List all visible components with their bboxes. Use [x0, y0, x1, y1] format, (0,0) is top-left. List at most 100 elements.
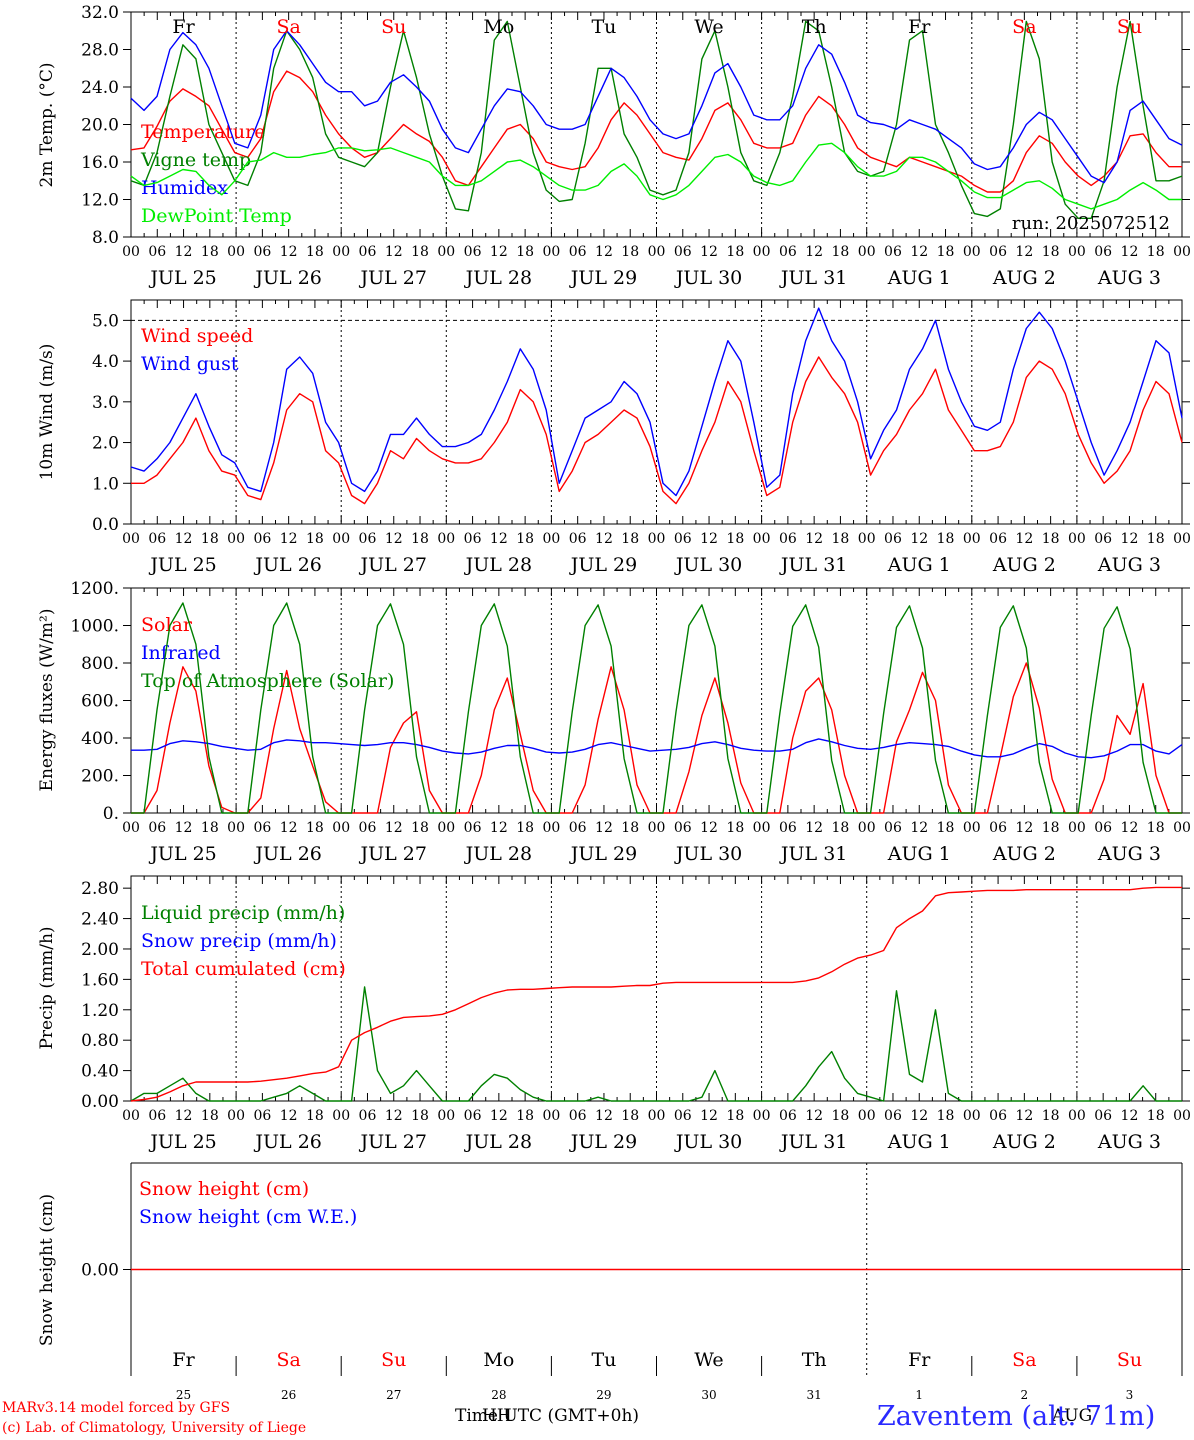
y-tick-label: 2.40: [81, 910, 119, 930]
date-label: JUL 26: [253, 1131, 321, 1153]
legend-entry: Wind speed: [141, 325, 253, 347]
hour-tick-label: 12: [280, 820, 298, 836]
y-tick-label: 400.: [81, 729, 119, 749]
date-label: JUL 25: [148, 1131, 216, 1153]
weekday-label: Fr: [908, 1349, 931, 1371]
hour-tick-label: 00: [753, 531, 771, 547]
y-tick-label: 800.: [81, 654, 119, 674]
hour-tick-label: 06: [884, 244, 902, 260]
hour-tick-label: 06: [674, 244, 692, 260]
hour-tick-label: 06: [779, 1108, 797, 1124]
hour-tick-label: 18: [937, 244, 955, 260]
hour-tick-label: 18: [1147, 531, 1165, 547]
date-label: AUG 1: [887, 267, 951, 289]
legend-entry: Liquid precip (mm/h): [141, 902, 345, 924]
weekday-label: Su: [381, 16, 406, 38]
hour-tick-label: 00: [963, 1108, 981, 1124]
hour-tick-label: 00: [648, 1108, 666, 1124]
weekday-label: Sa: [1012, 16, 1036, 38]
series-line-precip-0: [130, 986, 1182, 1102]
series-line-precip-2: [130, 886, 1182, 1102]
hour-tick-label: 06: [359, 244, 377, 260]
date-label: JUL 25: [148, 267, 216, 289]
date-label: JUL 28: [464, 1131, 532, 1153]
hour-tick-label: 00: [753, 820, 771, 836]
hour-tick-label: 00: [227, 244, 245, 260]
hour-tick-label: 00: [648, 244, 666, 260]
series-line-temp-3: [130, 142, 1182, 210]
hour-tick-label: 18: [411, 244, 429, 260]
hour-tick-label: 00: [858, 531, 876, 547]
hour-tick-label: 06: [464, 1108, 482, 1124]
hour-tick-label: 18: [621, 531, 639, 547]
hour-tick-label: 12: [280, 1108, 298, 1124]
hour-tick-label: 18: [516, 531, 534, 547]
hour-tick-label: 12: [910, 1108, 928, 1124]
hour-tick-label: 00: [437, 244, 455, 260]
hour-tick-label: 18: [832, 820, 850, 836]
hour-tick-label: 06: [989, 531, 1007, 547]
y-tick-label: 20.0: [81, 116, 119, 136]
hour-tick-label: 12: [490, 820, 508, 836]
hour-tick-label: 00: [122, 1108, 140, 1124]
legend-entry: Snow height (cm W.E.): [139, 1206, 357, 1228]
series-line-wind-1: [130, 307, 1183, 497]
y-axis-label: Snow height (cm): [37, 1194, 57, 1346]
hour-tick-label: 00: [122, 244, 140, 260]
date-label: JUL 31: [779, 267, 847, 289]
hour-tick-label: 00: [753, 244, 771, 260]
date-label: JUL 25: [148, 843, 216, 865]
date-label: AUG 1: [887, 843, 951, 865]
hour-tick-label: 18: [1042, 1108, 1060, 1124]
weekday-label: Th: [802, 1349, 827, 1371]
y-tick-label: 0.0: [92, 515, 119, 535]
date-label: AUG 3: [1097, 554, 1161, 576]
hour-tick-label: 12: [175, 531, 193, 547]
hour-tick-label: 18: [201, 1108, 219, 1124]
hour-tick-label: 06: [779, 531, 797, 547]
hour-tick-label: 06: [253, 1108, 271, 1124]
hour-tick-label: 00: [1173, 244, 1191, 260]
hour-tick-label: 18: [726, 531, 744, 547]
hour-tick-label: 06: [569, 531, 587, 547]
weekday-label: Th: [802, 16, 827, 38]
hour-tick-label: 18: [937, 531, 955, 547]
hour-tick-label: 18: [1147, 244, 1165, 260]
hour-tick-label: 06: [148, 820, 166, 836]
series-line-wind-0: [131, 356, 1183, 505]
hour-tick-label: 12: [175, 1108, 193, 1124]
y-tick-label: 0.00: [81, 1092, 119, 1112]
hour-tick-label: 00: [542, 1108, 560, 1124]
y-tick-label: 1200.: [70, 579, 119, 599]
hour-tick-label: 18: [1147, 1108, 1165, 1124]
hour-tick-label: 06: [674, 531, 692, 547]
hour-tick-label: 06: [148, 531, 166, 547]
hour-tick-label: 18: [937, 1108, 955, 1124]
y-tick-label: 0.00: [81, 1261, 119, 1281]
hour-tick-label: 06: [1094, 820, 1112, 836]
y-tick-label: 0.40: [81, 1062, 119, 1082]
hour-tick-label: 06: [779, 820, 797, 836]
hour-tick-label: 06: [884, 1108, 902, 1124]
y-tick-label: 2.80: [81, 879, 119, 899]
hour-tick-label: 00: [753, 1108, 771, 1124]
y-tick-label: 0.: [103, 804, 119, 824]
hour-tick-label: 00: [227, 820, 245, 836]
hour-tick-label: 00: [332, 244, 350, 260]
weekday-label: We: [694, 1349, 723, 1371]
date-label: JUL 29: [569, 843, 637, 865]
hour-tick-label: 12: [700, 244, 718, 260]
weekday-label: Sa: [1012, 1349, 1036, 1371]
y-tick-label: 16.0: [81, 153, 119, 173]
aug-overlap-label: AUG: [1052, 1406, 1093, 1426]
legend-entry: Temperature: [141, 121, 265, 143]
hour-tick-label: 18: [726, 244, 744, 260]
date-label: AUG 2: [992, 267, 1056, 289]
hour-tick-label: 12: [805, 1108, 823, 1124]
weekday-label: Sa: [276, 16, 300, 38]
day-number-label: 31: [807, 1388, 822, 1402]
date-label: AUG 2: [992, 1131, 1056, 1153]
date-label: AUG 1: [887, 554, 951, 576]
weekday-label: Mo: [483, 16, 514, 38]
